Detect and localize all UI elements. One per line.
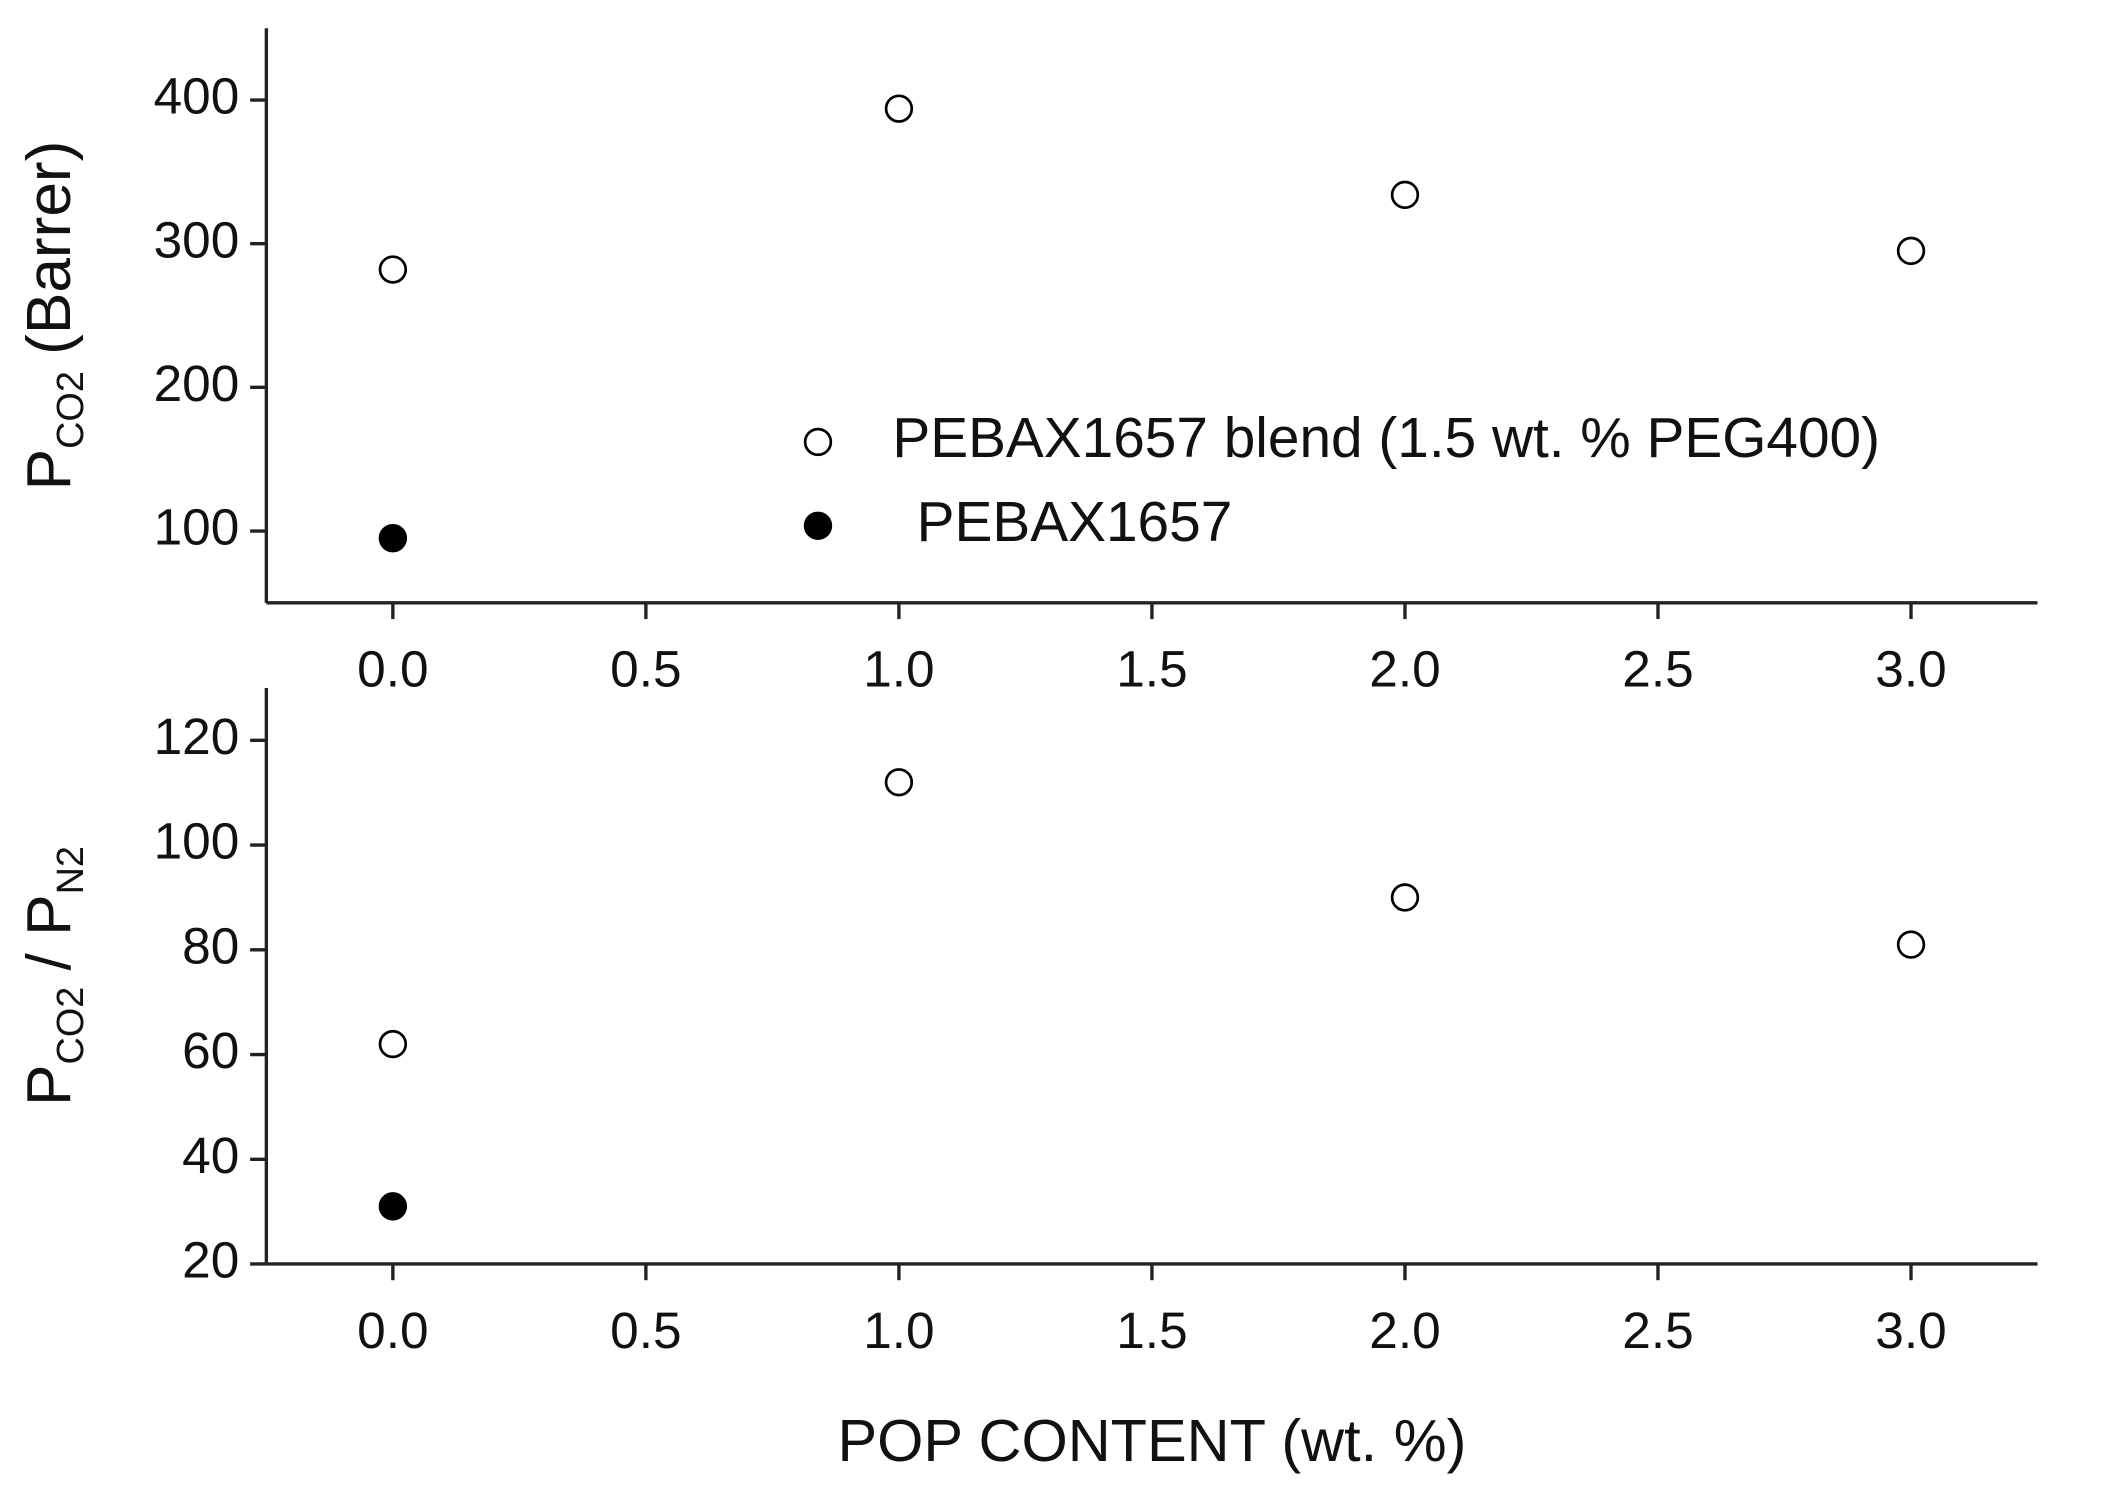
x-tick-label: 2.0	[1369, 640, 1440, 698]
x-tick-label: 0.0	[357, 640, 428, 698]
x-tick-label: 1.5	[1116, 640, 1187, 698]
y-axis-label: PCO2 / PN2	[16, 846, 93, 1106]
y-tick-label: 120	[154, 707, 240, 765]
x-tick-label: 1.0	[863, 640, 934, 698]
x-tick-label: 0.5	[610, 1301, 681, 1359]
data-point	[884, 768, 914, 797]
y-label-part: / P	[16, 894, 85, 970]
data-point	[378, 1029, 408, 1059]
y-tick-label: 80	[182, 916, 239, 974]
y-label-part: N2	[50, 846, 92, 894]
y-label-part: P	[16, 1064, 85, 1105]
x-tick-label: 0.0	[357, 1301, 428, 1359]
y-tick-label: 200	[154, 354, 240, 412]
x-axis-label: POP CONTENT (wt. %)	[837, 1407, 1466, 1474]
y-label-part: (Barrer)	[16, 141, 85, 355]
data-point	[1896, 930, 1926, 959]
data-point	[1390, 180, 1420, 210]
y-tick-label: 300	[154, 210, 240, 268]
y-tick-label: 400	[154, 67, 240, 125]
data-point	[378, 255, 408, 284]
data-point	[378, 523, 408, 553]
x-tick-label: 2.5	[1622, 640, 1693, 698]
legend-marker	[803, 427, 833, 457]
y-tick-label: 100	[154, 812, 240, 870]
data-point	[1390, 883, 1420, 912]
y-label-part: CO2	[50, 987, 92, 1065]
x-tick-label: 2.0	[1369, 1301, 1440, 1359]
legend-label: PEBAX1657 blend (1.5 wt. % PEG400)	[892, 407, 1880, 470]
y-label-part: CO2	[50, 371, 92, 449]
legend-label: PEBAX1657	[917, 491, 1233, 554]
y-tick-label: 20	[182, 1231, 239, 1289]
data-point	[1896, 236, 1926, 266]
x-tick-label: 1.0	[863, 1301, 934, 1359]
y-tick-label: 60	[182, 1021, 239, 1079]
legend-marker	[803, 511, 833, 540]
y-tick-label: 100	[154, 498, 240, 556]
y-axis-label: PCO2 (Barrer)	[16, 141, 93, 491]
x-tick-label: 0.5	[610, 640, 681, 698]
data-point	[378, 1192, 408, 1221]
data-point	[884, 94, 914, 123]
y-tick-label: 40	[182, 1126, 239, 1184]
x-tick-label: 1.5	[1116, 1301, 1187, 1359]
x-tick-label: 3.0	[1875, 640, 1946, 698]
x-tick-label: 2.5	[1622, 1301, 1693, 1359]
x-tick-label: 3.0	[1875, 1301, 1946, 1359]
y-label-part: P	[16, 449, 85, 490]
